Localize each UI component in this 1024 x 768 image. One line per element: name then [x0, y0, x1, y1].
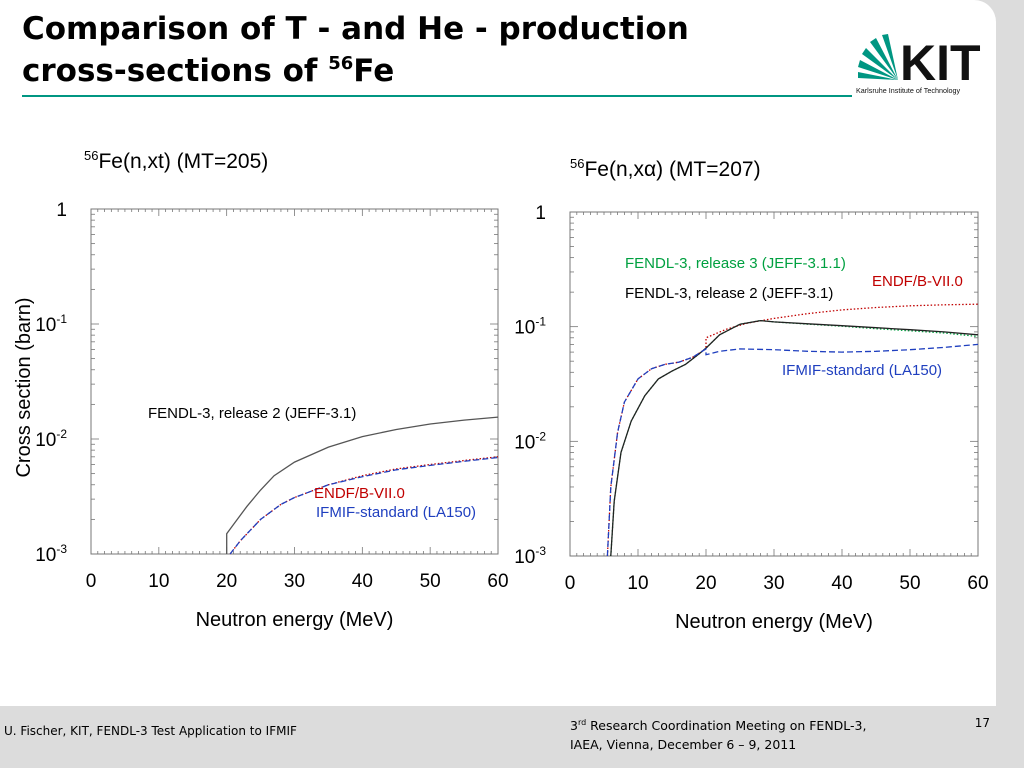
- footer-author: U. Fischer, KIT, FENDL-3 Test Applicatio…: [4, 724, 297, 738]
- series-line-1: [610, 319, 979, 557]
- chart-2-title-superscript: 56: [570, 156, 585, 171]
- y-tick-label-base: 10: [514, 432, 535, 453]
- y-tick-label: 10-2: [35, 427, 67, 451]
- series-line-4: [606, 343, 979, 557]
- title-underline: [22, 95, 852, 97]
- y-tick-label-exponent: -2: [56, 427, 67, 441]
- y-tick-label: 10-3: [35, 542, 67, 566]
- footer-meeting-line-1: Research Coordination Meeting on FENDL-3…: [586, 718, 867, 733]
- x-axis-label: Neutron energy (MeV): [196, 609, 394, 631]
- title-line-1: Comparison of T - and He - production: [22, 11, 689, 47]
- y-axis-label: Cross section (barn): [13, 297, 35, 477]
- x-tick-label: 50: [899, 573, 920, 594]
- title-line-2: cross-sections of: [22, 53, 329, 89]
- x-tick-label: 10: [148, 571, 169, 592]
- footer-meeting-ordinal-suffix: rd: [577, 718, 587, 727]
- annotation-label: FENDL-3, release 2 (JEFF-3.1): [625, 285, 833, 302]
- footer-meeting: 3rd Research Coordination Meeting on FEN…: [570, 716, 866, 754]
- x-tick-label: 60: [967, 573, 988, 594]
- series-label: IFMIF-standard (LA150): [316, 504, 476, 521]
- annotation-label: FENDL-3, release 3 (JEFF-3.1.1): [625, 255, 846, 272]
- page-number: 17: [974, 716, 990, 730]
- x-tick-label: 40: [352, 571, 373, 592]
- series-label: ENDF/B-VII.0: [314, 485, 405, 502]
- y-tick-label: 1: [535, 203, 546, 224]
- kit-logo: KIT Karlsruhe Institute of Technology: [856, 34, 981, 95]
- title-superscript: 56: [328, 53, 354, 74]
- y-tick-label: 1: [56, 200, 67, 221]
- footer-meeting-ordinal: 3: [570, 718, 578, 733]
- x-tick-label: 30: [763, 573, 784, 594]
- y-tick-label-exponent: -2: [535, 429, 546, 443]
- x-tick-label: 50: [420, 571, 441, 592]
- y-tick-label-base: 10: [35, 315, 56, 336]
- slide-title: Comparison of T - and He - production cr…: [22, 8, 689, 92]
- y-tick-label-base: 10: [514, 318, 535, 339]
- y-tick-label-base: 10: [35, 430, 56, 451]
- series-label: FENDL-3, release 2 (JEFF-3.1): [148, 405, 356, 422]
- y-tick-label: 10-1: [35, 312, 67, 336]
- chart-2-title: 56Fe(n,xα) (MT=207): [570, 156, 761, 182]
- x-tick-label: 10: [627, 573, 648, 594]
- x-tick-label: 0: [565, 573, 576, 594]
- y-tick-label: 10-3: [514, 544, 546, 568]
- chart-1-title: 56Fe(n,xt) (MT=205): [84, 148, 269, 174]
- x-tick-label: 60: [487, 571, 508, 592]
- annotation-label: IFMIF-standard (LA150): [782, 362, 942, 379]
- chart-1-title-superscript: 56: [84, 148, 99, 163]
- y-tick-label-base: 1: [535, 203, 546, 224]
- title-element: Fe: [353, 53, 395, 89]
- x-tick-label: 30: [284, 571, 305, 592]
- kit-logo-fan-icon: [858, 34, 898, 80]
- x-tick-label: 20: [695, 573, 716, 594]
- kit-logo-letters: KIT: [900, 35, 981, 91]
- y-tick-label-base: 10: [35, 545, 56, 566]
- series-line-2: [606, 303, 979, 557]
- footer-meeting-line-2: IAEA, Vienna, December 6 – 9, 2011: [570, 737, 797, 752]
- y-tick-label: 10-1: [514, 315, 546, 339]
- x-axis-label: Neutron energy (MeV): [675, 611, 873, 633]
- chart-1-title-text: Fe(n,xt) (MT=205): [98, 150, 269, 173]
- series-line-3: [229, 456, 499, 555]
- y-tick-label-exponent: -3: [535, 544, 546, 558]
- plot-frame: [90, 208, 499, 555]
- annotation-label: ENDF/B-VII.0: [872, 273, 963, 290]
- x-tick-label: 20: [216, 571, 237, 592]
- series-line-1: [226, 416, 499, 554]
- y-tick-label-exponent: -1: [535, 315, 546, 329]
- x-tick-label: 40: [831, 573, 852, 594]
- y-tick-label: 10-2: [514, 429, 546, 453]
- y-tick-label-exponent: -1: [56, 312, 67, 326]
- y-tick-label-base: 10: [514, 547, 535, 568]
- y-tick-label-exponent: -3: [56, 542, 67, 556]
- chart-2-title-text: Fe(n,xα) (MT=207): [584, 158, 761, 181]
- x-tick-label: 0: [86, 571, 97, 592]
- kit-logo-subtitle: Karlsruhe Institute of Technology: [856, 86, 961, 95]
- y-tick-label-base: 1: [56, 200, 67, 221]
- series-line-3: [610, 319, 979, 557]
